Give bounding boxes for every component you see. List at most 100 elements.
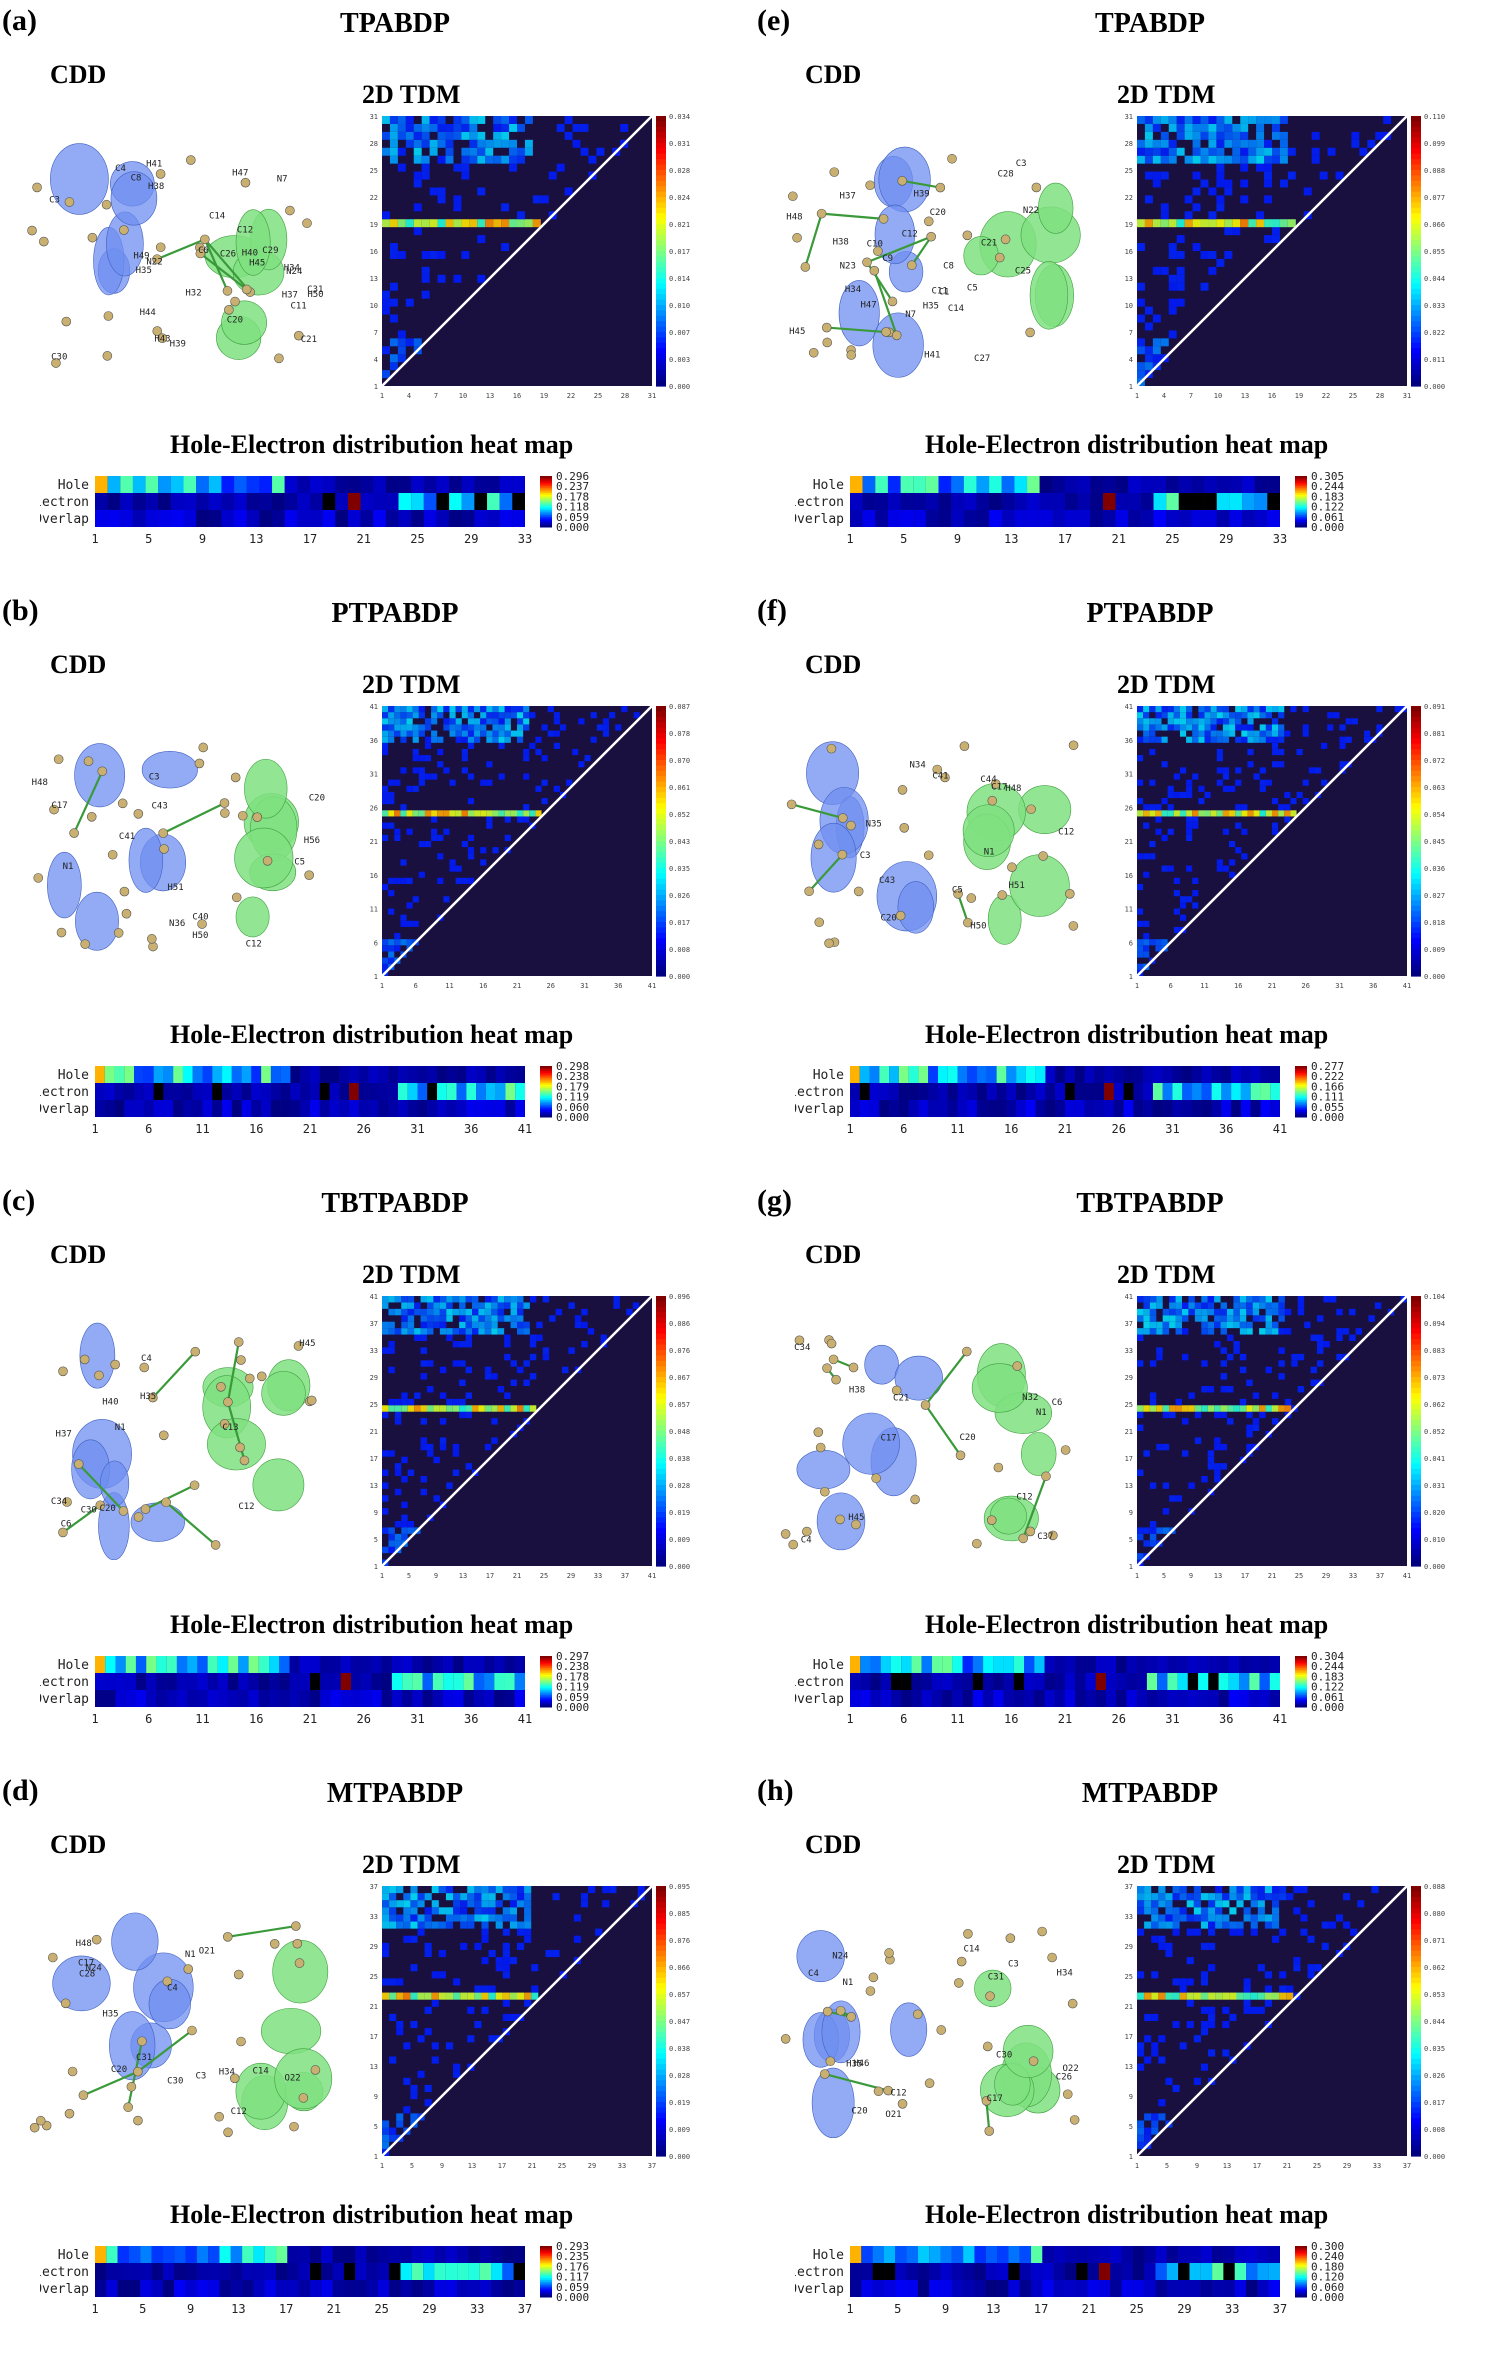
heatmap-colorbar-segment xyxy=(1295,1074,1307,1077)
tdm-colorbar-segment xyxy=(656,943,666,950)
tdm-cell xyxy=(1184,123,1193,132)
tdm-cell xyxy=(1216,131,1225,140)
heatmap-electron-cell xyxy=(872,2263,884,2280)
heatmap-electron-cell xyxy=(445,2263,458,2280)
tdm-cell xyxy=(481,1914,489,1922)
heatmap-overlap-cell xyxy=(192,1100,203,1117)
tdm-cell xyxy=(517,1921,525,1929)
tdm-cell xyxy=(382,147,390,156)
tdm-cell xyxy=(1173,890,1180,897)
atom-label: C20 xyxy=(227,315,243,325)
tdm-x-tick: 19 xyxy=(540,392,548,400)
hole-isosurface xyxy=(110,171,158,226)
bond xyxy=(226,1341,240,1403)
atom-label: C6 xyxy=(61,1519,72,1529)
heatmap-colorbar-segment xyxy=(540,2266,552,2269)
atom-label: C12 xyxy=(246,939,262,949)
tdm-colorbar-segment xyxy=(1411,2064,1421,2071)
heatmap-colorbar-segment xyxy=(540,2254,552,2257)
tdm-cell xyxy=(472,1296,479,1303)
heatmap-overlap-cell xyxy=(1267,510,1280,527)
tdm-cell xyxy=(1168,155,1177,164)
heatmap-overlap-cell xyxy=(963,510,977,527)
tdm-cell xyxy=(455,736,462,743)
heatmap-hole-cell xyxy=(1054,1656,1065,1673)
tdm-cell xyxy=(394,939,401,946)
tdm-cell xyxy=(1216,767,1223,774)
heatmap-overlap-cell xyxy=(880,1690,891,1707)
tdm-cell xyxy=(1176,266,1185,275)
tdm-label: 2D TDM xyxy=(1117,80,1216,109)
tdm-colorbar-segment xyxy=(1411,1555,1421,1562)
atom-label: N24 xyxy=(286,267,302,277)
tdm-y-tick: 29 xyxy=(1125,1374,1133,1382)
heatmap-hole-cell xyxy=(339,1066,350,1083)
tdm-cell xyxy=(1156,1443,1163,1451)
tdm-cell xyxy=(1278,1296,1285,1303)
heatmap-electron-cell xyxy=(963,493,977,510)
tdm-cell xyxy=(382,2120,390,2128)
heatmap-colorbar-segment xyxy=(540,1066,552,1069)
tdm-cell xyxy=(510,712,517,719)
atom xyxy=(883,2085,893,2096)
heatmap-overlap-cell xyxy=(411,2280,424,2297)
atom xyxy=(924,216,934,227)
tdm-cell xyxy=(403,1900,411,1908)
tdm-y-tick: 31 xyxy=(1125,113,1133,121)
tdm-cell xyxy=(1137,1886,1145,1894)
tdm-y-tick: 26 xyxy=(370,804,378,812)
tdm-cell xyxy=(1345,736,1352,743)
heatmap-overlap-cell xyxy=(242,2280,254,2297)
tdm-cell xyxy=(1144,139,1153,148)
tdm-cell xyxy=(1257,2006,1265,2014)
tdm-colorbar-segment xyxy=(656,1891,666,1898)
heatmap-overlap-cell xyxy=(1075,1690,1086,1707)
tdm-cell xyxy=(417,1928,425,1936)
heatmap-hole-cell xyxy=(951,2246,964,2263)
tdm-cell xyxy=(1239,1405,1247,1412)
atom xyxy=(1038,851,1048,861)
tdm-cell xyxy=(389,314,398,323)
atom-label: H32 xyxy=(185,288,201,298)
tdm-cell xyxy=(502,1971,510,1979)
tdm-cell xyxy=(460,1907,468,1915)
tdm-cell xyxy=(493,131,502,140)
atom xyxy=(133,2066,143,2077)
tdm-cell xyxy=(566,779,573,786)
atom-label: H46 xyxy=(853,2059,869,2069)
tdm-cell xyxy=(1279,1992,1287,2000)
tdm-colorbar-segment xyxy=(1411,1441,1421,1448)
tdm-cell xyxy=(401,1501,408,1509)
heatmap-electron-cell xyxy=(974,2263,986,2280)
tdm-cell xyxy=(1317,1315,1324,1322)
tdm-x-tick: 25 xyxy=(1349,392,1357,400)
atom xyxy=(851,1519,861,1530)
heatmap-electron-cell xyxy=(986,1083,997,1100)
heatmap-overlap-cell xyxy=(1153,510,1167,527)
heatmap-hole-cell xyxy=(222,1066,232,1083)
heatmap-colorbar-segment xyxy=(540,2251,552,2254)
tdm-cell xyxy=(523,804,530,811)
tdm-cell xyxy=(461,251,470,259)
tdm-cell xyxy=(467,1893,475,1901)
tdm-cell xyxy=(389,2127,397,2135)
heatmap-hole-cell xyxy=(466,1066,477,1083)
heatmap-electron-cell xyxy=(248,1673,259,1690)
tdm-colorbar-segment xyxy=(656,824,666,831)
heatmap-electron-cell xyxy=(124,1083,135,1100)
tdm-cell xyxy=(501,243,510,251)
tdm-colorbar-segment xyxy=(1411,353,1421,360)
tdm-cell xyxy=(1192,203,1201,212)
heatmap-colorbar-segment xyxy=(1295,484,1307,487)
atom xyxy=(926,231,936,242)
tdm-colorbar-segment xyxy=(1411,1560,1421,1567)
tdm-cell xyxy=(418,841,425,848)
tdm-cell xyxy=(498,730,505,737)
tdm-cell xyxy=(438,1949,446,1958)
heatmap-overlap-cell xyxy=(253,2280,265,2297)
heatmap-overlap-cell xyxy=(1008,2280,1020,2297)
atom xyxy=(936,2025,947,2035)
tdm-colorbar-segment xyxy=(656,1485,666,1491)
tdm-cell xyxy=(540,195,549,204)
tdm-cell xyxy=(437,877,444,884)
